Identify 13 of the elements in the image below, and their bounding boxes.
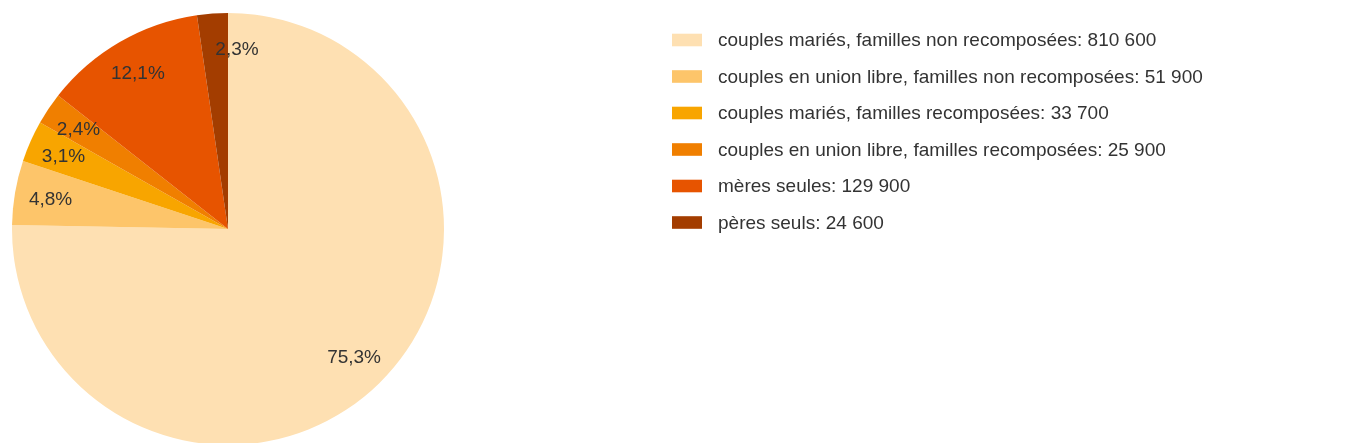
data-label: 75,3% xyxy=(327,346,382,368)
data-label: 2,4% xyxy=(56,117,101,139)
legend-label: mères seules: 129 900 xyxy=(718,175,911,196)
data-label: 4,8% xyxy=(28,187,73,209)
legend-label: couples mariés, familles non recomposées: 810 600 xyxy=(718,29,1157,50)
data-label: 12,1% xyxy=(110,62,165,84)
legend-label: couples en union libre, familles non recomposées: 51 900 xyxy=(718,65,1203,87)
legend-label: couples en union libre, familles recomposées: 25 900 xyxy=(718,138,1166,160)
pie-slice xyxy=(23,122,228,229)
legend-label: pères seuls: 24 600 xyxy=(718,211,884,233)
pie-slice xyxy=(12,13,444,443)
data-label: 3,1% xyxy=(41,144,86,166)
legend-label: couples mariés, familles recomposées: 33 700 xyxy=(718,102,1109,123)
